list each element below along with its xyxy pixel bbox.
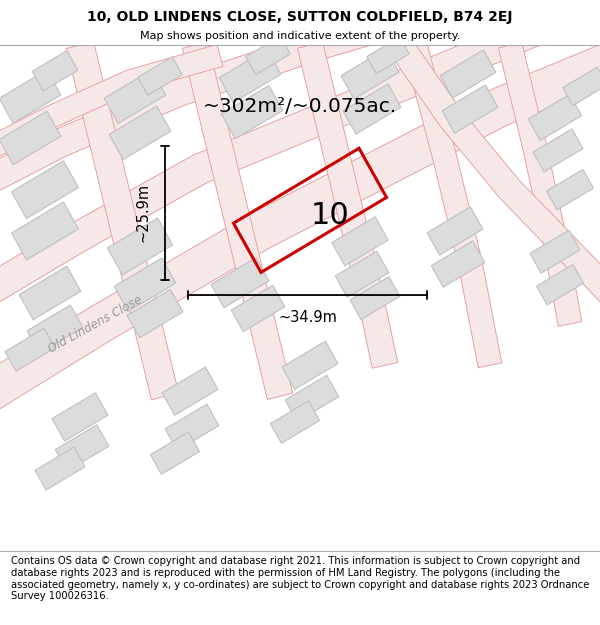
Polygon shape	[27, 305, 83, 353]
Polygon shape	[165, 404, 219, 451]
Polygon shape	[211, 258, 269, 308]
Polygon shape	[427, 207, 483, 255]
Text: Contains OS data © Crown copyright and database right 2021. This information is : Contains OS data © Crown copyright and d…	[11, 556, 589, 601]
Polygon shape	[0, 111, 61, 165]
Text: Map shows position and indicative extent of the property.: Map shows position and indicative extent…	[140, 31, 460, 41]
Polygon shape	[109, 106, 171, 159]
Polygon shape	[442, 85, 498, 133]
Polygon shape	[11, 161, 79, 219]
Polygon shape	[563, 67, 600, 106]
Polygon shape	[0, 70, 61, 123]
Polygon shape	[341, 49, 399, 99]
Polygon shape	[151, 432, 200, 474]
Polygon shape	[55, 425, 109, 471]
Polygon shape	[219, 49, 281, 102]
Polygon shape	[0, 0, 484, 213]
Polygon shape	[536, 264, 583, 305]
Polygon shape	[162, 367, 218, 415]
Polygon shape	[52, 393, 108, 441]
Polygon shape	[271, 401, 320, 443]
Polygon shape	[343, 84, 401, 134]
Polygon shape	[298, 42, 398, 368]
Text: ~25.9m: ~25.9m	[136, 183, 151, 243]
Polygon shape	[528, 94, 582, 141]
Polygon shape	[335, 251, 389, 298]
Polygon shape	[547, 169, 593, 210]
Polygon shape	[104, 70, 166, 123]
Polygon shape	[403, 42, 502, 367]
Polygon shape	[127, 289, 183, 338]
Polygon shape	[350, 277, 400, 319]
Text: Old Lindens Close: Old Lindens Close	[46, 292, 144, 355]
Polygon shape	[19, 266, 81, 320]
Polygon shape	[107, 218, 173, 275]
Polygon shape	[67, 41, 179, 400]
Polygon shape	[0, 44, 223, 169]
Text: 10, OLD LINDENS CLOSE, SUTTON COLDFIELD, B74 2EJ: 10, OLD LINDENS CLOSE, SUTTON COLDFIELD,…	[87, 10, 513, 24]
Polygon shape	[221, 86, 283, 139]
Polygon shape	[231, 286, 285, 332]
Polygon shape	[440, 50, 496, 98]
Polygon shape	[5, 328, 55, 371]
Polygon shape	[499, 42, 582, 326]
Polygon shape	[533, 129, 583, 172]
Polygon shape	[11, 202, 79, 260]
Polygon shape	[35, 447, 85, 490]
Polygon shape	[32, 51, 78, 91]
Polygon shape	[245, 36, 290, 74]
Text: ~34.9m: ~34.9m	[278, 310, 337, 325]
Polygon shape	[332, 217, 388, 266]
Polygon shape	[431, 241, 485, 287]
Polygon shape	[114, 258, 176, 311]
Polygon shape	[182, 42, 293, 399]
Polygon shape	[137, 57, 182, 95]
Polygon shape	[367, 37, 409, 74]
Polygon shape	[282, 341, 338, 389]
Text: ~302m²/~0.075ac.: ~302m²/~0.075ac.	[203, 98, 397, 116]
Polygon shape	[530, 230, 580, 273]
Text: 10: 10	[311, 201, 349, 230]
Polygon shape	[0, 0, 600, 327]
Polygon shape	[0, 27, 600, 434]
Polygon shape	[285, 375, 339, 421]
Polygon shape	[389, 38, 600, 312]
